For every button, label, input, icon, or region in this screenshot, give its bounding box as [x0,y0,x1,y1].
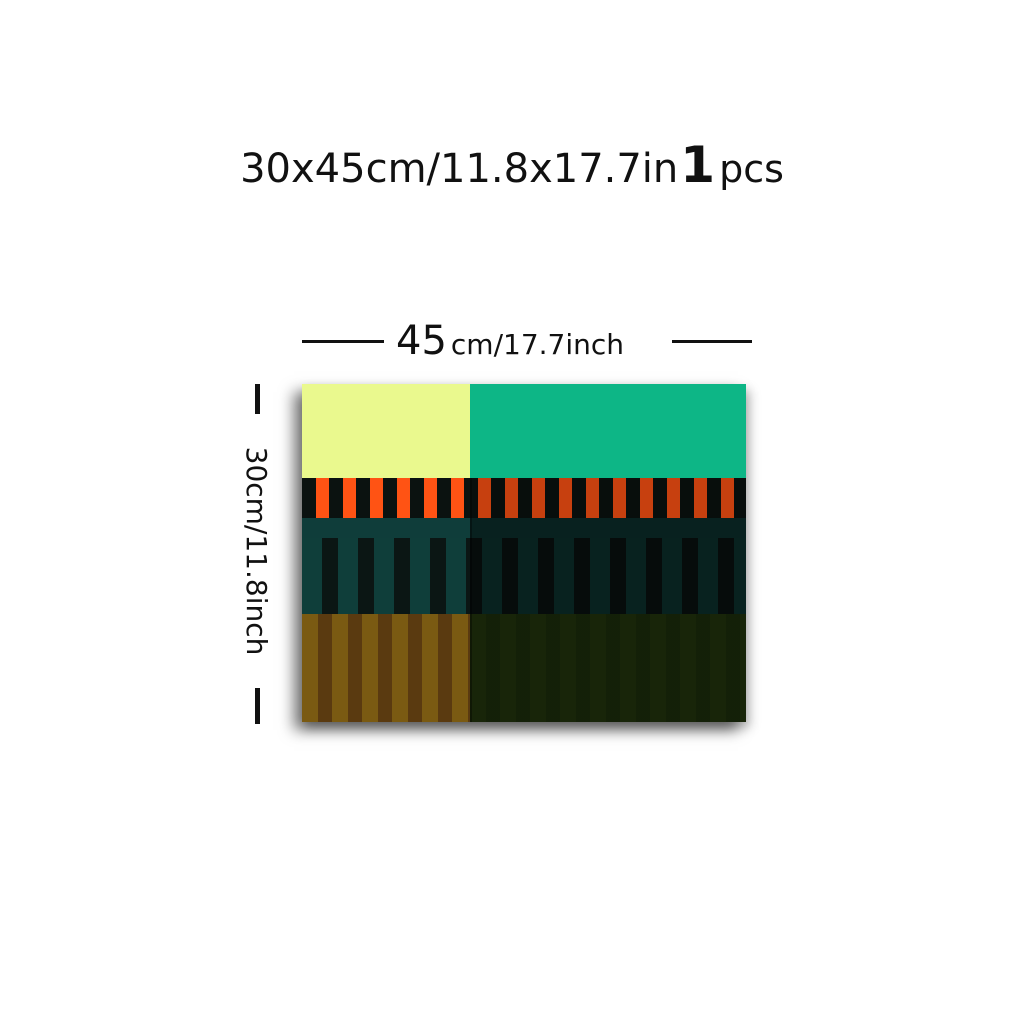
height-tick-top [255,384,260,414]
width-value: 45 [396,318,447,364]
art-teal-shade [470,518,746,614]
quantity-unit: pcs [719,147,784,191]
art-vertical-seam [470,478,472,722]
quantity-number: 1 [680,136,716,194]
art-teal-top-band [302,518,746,538]
art-olive-stripe-band [302,614,746,722]
width-line-right [672,340,752,343]
size-headline: 30x45cm/11.8x17.7in1 pcs [0,140,1024,194]
art-green-block [470,384,746,478]
art-olive-shade [470,614,746,722]
canvas-artwork [302,384,746,722]
art-yellow-block [302,384,470,478]
width-line-left [302,340,384,343]
height-label: 30cm/11.8inch [240,446,273,656]
art-teal-stripe-band [302,518,746,614]
width-label: 45 cm/17.7inch [396,318,624,368]
size-text: 30x45cm/11.8x17.7in [240,146,679,192]
width-unit: cm/17.7inch [450,328,625,361]
height-tick-bottom [255,688,260,724]
art-orange-stripe-band [302,478,746,518]
width-dimension: 45 cm/17.7inch [300,318,752,364]
art-stripe-shade [470,478,746,518]
